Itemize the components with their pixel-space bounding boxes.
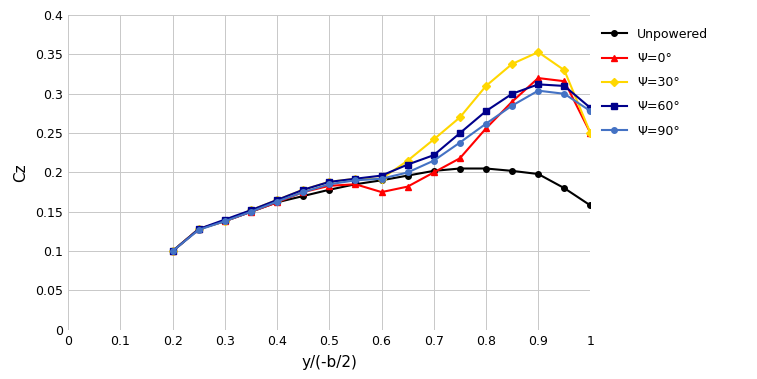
- Ψ=60°: [507, 92, 516, 96]
- Ψ=30°: [559, 68, 569, 72]
- Ψ=0°: [534, 76, 543, 80]
- Ψ=60°: [298, 188, 307, 192]
- Unpowered: [559, 186, 569, 190]
- Ψ=30°: [247, 208, 256, 213]
- Unpowered: [481, 166, 491, 171]
- Ψ=60°: [194, 227, 203, 231]
- Ψ=90°: [559, 92, 569, 96]
- Ψ=60°: [586, 106, 595, 110]
- Ψ=0°: [377, 190, 386, 194]
- Ψ=0°: [559, 79, 569, 83]
- Ψ=60°: [168, 249, 177, 254]
- Ψ=30°: [168, 249, 177, 254]
- Ψ=0°: [220, 219, 229, 224]
- Ψ=90°: [325, 182, 334, 186]
- Ψ=90°: [507, 103, 516, 108]
- Ψ=90°: [168, 249, 177, 254]
- Ψ=0°: [586, 131, 595, 135]
- Ψ=60°: [220, 217, 229, 222]
- Ψ=0°: [507, 99, 516, 104]
- Ψ=90°: [247, 210, 256, 214]
- Ψ=90°: [481, 121, 491, 126]
- Unpowered: [456, 166, 465, 171]
- Legend: Unpowered, Ψ=0°, Ψ=30°, Ψ=60°, Ψ=90°: Unpowered, Ψ=0°, Ψ=30°, Ψ=60°, Ψ=90°: [602, 28, 708, 138]
- Line: Ψ=60°: Ψ=60°: [169, 81, 594, 255]
- Ψ=60°: [325, 180, 334, 184]
- Ψ=0°: [403, 184, 413, 189]
- Ψ=90°: [429, 158, 438, 163]
- Unpowered: [325, 188, 334, 192]
- Ψ=60°: [534, 82, 543, 87]
- Ψ=60°: [247, 208, 256, 213]
- Ψ=30°: [403, 158, 413, 163]
- Unpowered: [168, 249, 177, 254]
- Ψ=0°: [247, 210, 256, 214]
- Ψ=0°: [194, 227, 203, 231]
- Unpowered: [429, 169, 438, 173]
- Ψ=0°: [481, 126, 491, 131]
- Ψ=90°: [534, 88, 543, 93]
- Ψ=0°: [298, 190, 307, 194]
- Unpowered: [273, 200, 282, 205]
- Y-axis label: Cz: Cz: [14, 163, 28, 182]
- Ψ=60°: [351, 177, 360, 181]
- Line: Ψ=90°: Ψ=90°: [170, 88, 593, 254]
- Unpowered: [298, 194, 307, 198]
- Ψ=0°: [429, 170, 438, 175]
- Ψ=30°: [507, 62, 516, 66]
- Ψ=90°: [220, 219, 229, 224]
- Ψ=30°: [351, 177, 360, 181]
- Ψ=30°: [298, 188, 307, 192]
- Unpowered: [351, 182, 360, 186]
- Ψ=30°: [534, 50, 543, 55]
- Ψ=60°: [456, 131, 465, 135]
- Ψ=0°: [325, 183, 334, 188]
- Unpowered: [377, 178, 386, 183]
- Unpowered: [534, 172, 543, 176]
- Ψ=30°: [377, 177, 386, 181]
- Ψ=0°: [168, 249, 177, 254]
- Ψ=90°: [351, 178, 360, 183]
- Ψ=60°: [377, 173, 386, 178]
- Ψ=30°: [456, 115, 465, 120]
- Ψ=0°: [351, 182, 360, 186]
- Ψ=60°: [559, 84, 569, 88]
- Ψ=60°: [403, 162, 413, 167]
- Ψ=30°: [586, 131, 595, 135]
- Ψ=30°: [325, 180, 334, 184]
- Line: Ψ=30°: Ψ=30°: [170, 49, 593, 254]
- Ψ=0°: [273, 200, 282, 205]
- X-axis label: y/(-b/2): y/(-b/2): [301, 354, 357, 370]
- Ψ=30°: [429, 137, 438, 142]
- Ψ=90°: [377, 177, 386, 181]
- Unpowered: [507, 169, 516, 173]
- Ψ=30°: [273, 198, 282, 202]
- Ψ=60°: [429, 153, 438, 157]
- Ψ=90°: [194, 227, 203, 232]
- Ψ=60°: [481, 109, 491, 113]
- Unpowered: [586, 203, 595, 208]
- Unpowered: [247, 210, 256, 214]
- Line: Ψ=0°: Ψ=0°: [169, 75, 594, 255]
- Line: Unpowered: Unpowered: [170, 166, 593, 254]
- Ψ=90°: [586, 109, 595, 113]
- Ψ=90°: [403, 170, 413, 175]
- Unpowered: [403, 173, 413, 178]
- Ψ=0°: [456, 156, 465, 161]
- Ψ=30°: [194, 227, 203, 231]
- Ψ=90°: [273, 199, 282, 204]
- Unpowered: [194, 227, 203, 231]
- Ψ=30°: [220, 219, 229, 224]
- Unpowered: [220, 219, 229, 224]
- Ψ=30°: [481, 84, 491, 88]
- Ψ=60°: [273, 198, 282, 202]
- Ψ=90°: [456, 140, 465, 145]
- Ψ=90°: [298, 190, 307, 194]
